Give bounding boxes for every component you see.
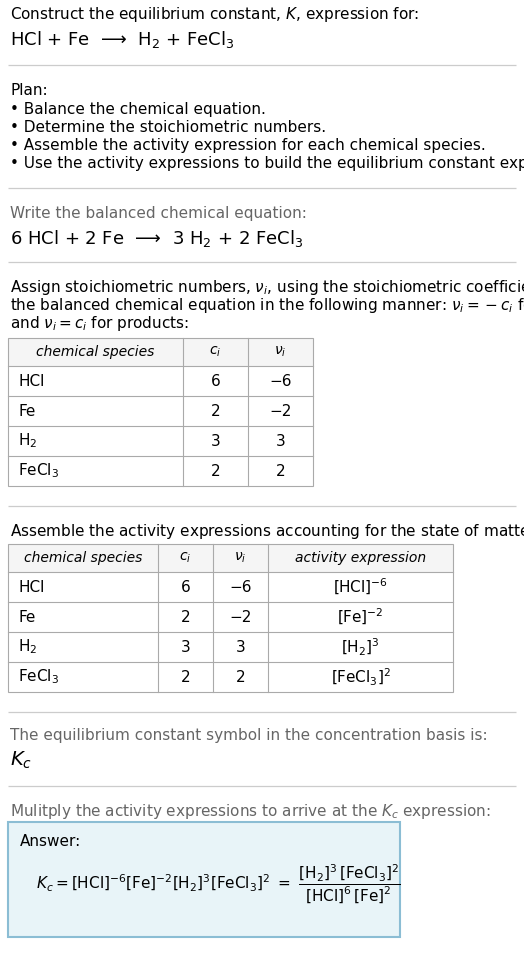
Text: Fe: Fe bbox=[18, 404, 36, 418]
Text: $c_i$: $c_i$ bbox=[179, 551, 192, 565]
Text: Plan:: Plan: bbox=[10, 83, 48, 98]
Bar bbox=[8, 544, 453, 572]
Text: the balanced chemical equation in the following manner: $\nu_i = -c_i$ for react: the balanced chemical equation in the fo… bbox=[10, 296, 524, 315]
Text: [HCl]$^{-6}$: [HCl]$^{-6}$ bbox=[333, 577, 388, 597]
Text: $c_i$: $c_i$ bbox=[210, 345, 222, 359]
Bar bbox=[8, 338, 313, 486]
Text: H$_2$: H$_2$ bbox=[18, 431, 37, 451]
Text: 3: 3 bbox=[211, 433, 221, 449]
Text: $\nu_i$: $\nu_i$ bbox=[234, 551, 247, 565]
Text: 2: 2 bbox=[181, 670, 190, 684]
Text: • Assemble the activity expression for each chemical species.: • Assemble the activity expression for e… bbox=[10, 138, 486, 153]
Text: HCl + Fe  ⟶  H$_2$ + FeCl$_3$: HCl + Fe ⟶ H$_2$ + FeCl$_3$ bbox=[10, 29, 235, 50]
Text: Write the balanced chemical equation:: Write the balanced chemical equation: bbox=[10, 206, 307, 221]
Text: Construct the equilibrium constant, $K$, expression for:: Construct the equilibrium constant, $K$,… bbox=[10, 5, 419, 24]
Text: [FeCl$_3$]$^2$: [FeCl$_3$]$^2$ bbox=[331, 666, 390, 687]
Text: and $\nu_i = c_i$ for products:: and $\nu_i = c_i$ for products: bbox=[10, 314, 189, 333]
Text: 2: 2 bbox=[181, 609, 190, 625]
Bar bbox=[8, 544, 453, 692]
Text: −6: −6 bbox=[269, 374, 292, 388]
Text: chemical species: chemical species bbox=[24, 551, 142, 565]
Bar bbox=[8, 338, 313, 366]
Text: Mulitply the activity expressions to arrive at the $K_c$ expression:: Mulitply the activity expressions to arr… bbox=[10, 802, 490, 821]
Text: 3: 3 bbox=[181, 639, 190, 654]
Text: 3: 3 bbox=[276, 433, 286, 449]
Text: Assemble the activity expressions accounting for the state of matter and $\nu_i$: Assemble the activity expressions accoun… bbox=[10, 522, 524, 541]
Text: 6: 6 bbox=[181, 579, 190, 595]
Text: −2: −2 bbox=[230, 609, 252, 625]
Text: [Fe]$^{-2}$: [Fe]$^{-2}$ bbox=[337, 607, 384, 628]
Text: 2: 2 bbox=[211, 404, 220, 418]
Text: • Use the activity expressions to build the equilibrium constant expression.: • Use the activity expressions to build … bbox=[10, 156, 524, 171]
Text: HCl: HCl bbox=[18, 374, 45, 388]
Text: Answer:: Answer: bbox=[20, 834, 81, 849]
Text: 3: 3 bbox=[236, 639, 245, 654]
Text: chemical species: chemical species bbox=[36, 345, 155, 359]
Text: $\nu_i$: $\nu_i$ bbox=[274, 345, 287, 359]
Text: $K_c$: $K_c$ bbox=[10, 750, 32, 772]
Text: 6: 6 bbox=[211, 374, 221, 388]
Text: activity expression: activity expression bbox=[295, 551, 426, 565]
Text: 6 HCl + 2 Fe  ⟶  3 H$_2$ + 2 FeCl$_3$: 6 HCl + 2 Fe ⟶ 3 H$_2$ + 2 FeCl$_3$ bbox=[10, 228, 303, 249]
Text: 2: 2 bbox=[211, 463, 220, 479]
Text: −2: −2 bbox=[269, 404, 292, 418]
Text: 2: 2 bbox=[236, 670, 245, 684]
Text: • Balance the chemical equation.: • Balance the chemical equation. bbox=[10, 102, 266, 117]
Text: [H$_2$]$^3$: [H$_2$]$^3$ bbox=[341, 636, 380, 657]
Text: −6: −6 bbox=[230, 579, 252, 595]
Text: 2: 2 bbox=[276, 463, 285, 479]
Text: Fe: Fe bbox=[18, 609, 36, 625]
Text: Assign stoichiometric numbers, $\nu_i$, using the stoichiometric coefficients, $: Assign stoichiometric numbers, $\nu_i$, … bbox=[10, 278, 524, 297]
Text: HCl: HCl bbox=[18, 579, 45, 595]
Text: FeCl$_3$: FeCl$_3$ bbox=[18, 668, 59, 686]
Text: $K_c = [\mathrm{HCl}]^{-6}[\mathrm{Fe}]^{-2}[\mathrm{H_2}]^3[\mathrm{FeCl_3}]^2\: $K_c = [\mathrm{HCl}]^{-6}[\mathrm{Fe}]^… bbox=[36, 863, 401, 905]
Text: H$_2$: H$_2$ bbox=[18, 638, 37, 656]
Text: • Determine the stoichiometric numbers.: • Determine the stoichiometric numbers. bbox=[10, 120, 326, 135]
FancyBboxPatch shape bbox=[8, 822, 400, 937]
Text: The equilibrium constant symbol in the concentration basis is:: The equilibrium constant symbol in the c… bbox=[10, 728, 488, 743]
Text: FeCl$_3$: FeCl$_3$ bbox=[18, 461, 59, 480]
